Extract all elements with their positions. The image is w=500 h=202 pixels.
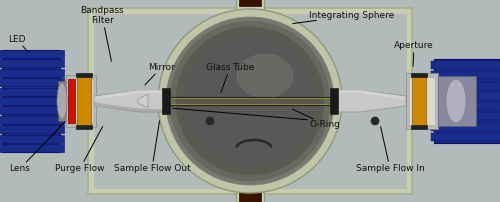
Text: Glass Tube: Glass Tube xyxy=(206,63,254,92)
Polygon shape xyxy=(95,103,166,112)
Bar xyxy=(2,50,60,152)
Bar xyxy=(330,88,338,114)
Text: Sample Flow In: Sample Flow In xyxy=(356,127,424,173)
Bar xyxy=(409,77,435,125)
Bar xyxy=(431,82,500,89)
Polygon shape xyxy=(334,90,405,99)
Text: Integrating Sphere: Integrating Sphere xyxy=(293,11,394,24)
Bar xyxy=(0,135,64,143)
Bar xyxy=(431,102,500,110)
Ellipse shape xyxy=(184,36,316,166)
Polygon shape xyxy=(334,90,406,112)
Bar xyxy=(0,97,64,105)
Bar xyxy=(431,113,500,120)
Bar xyxy=(239,0,261,6)
Bar xyxy=(431,61,500,69)
Bar xyxy=(236,192,264,202)
Ellipse shape xyxy=(446,79,466,123)
Ellipse shape xyxy=(166,17,334,185)
Bar xyxy=(0,78,64,86)
Text: O-Ring: O-Ring xyxy=(292,109,341,129)
Ellipse shape xyxy=(206,117,214,125)
Ellipse shape xyxy=(170,21,330,181)
Bar xyxy=(411,125,427,129)
Bar xyxy=(0,88,64,96)
Bar xyxy=(76,73,92,77)
Ellipse shape xyxy=(57,83,67,119)
Bar xyxy=(0,144,64,152)
Text: Lens: Lens xyxy=(10,122,65,173)
Bar xyxy=(0,106,64,114)
Bar xyxy=(94,14,406,188)
Bar xyxy=(411,73,427,77)
Bar xyxy=(58,81,66,121)
Bar xyxy=(0,69,64,77)
Bar xyxy=(431,133,500,141)
Ellipse shape xyxy=(176,27,324,175)
Bar xyxy=(77,75,91,127)
Polygon shape xyxy=(95,90,166,99)
Bar xyxy=(406,73,438,129)
Bar xyxy=(0,59,64,67)
Text: Sample Flow Out: Sample Flow Out xyxy=(114,121,190,173)
Text: LED: LED xyxy=(8,35,28,52)
Bar xyxy=(239,192,261,202)
Bar xyxy=(412,75,426,127)
Bar xyxy=(0,116,64,124)
Text: Bandpass
Filter: Bandpass Filter xyxy=(80,6,124,61)
Bar xyxy=(76,125,92,129)
Text: Purge Flow: Purge Flow xyxy=(55,126,105,173)
Ellipse shape xyxy=(237,54,293,98)
Bar xyxy=(434,59,500,143)
Bar xyxy=(162,88,170,114)
Ellipse shape xyxy=(371,117,379,125)
Bar xyxy=(0,50,64,58)
Bar xyxy=(0,125,64,133)
Bar xyxy=(431,123,500,131)
Bar xyxy=(431,71,500,79)
Bar xyxy=(88,8,412,194)
Bar xyxy=(66,75,96,127)
Text: Mirror: Mirror xyxy=(145,63,175,85)
Bar xyxy=(236,0,264,10)
Bar xyxy=(69,79,93,123)
Bar xyxy=(431,92,500,100)
Bar xyxy=(438,76,476,126)
Bar xyxy=(68,79,75,123)
Text: Aperture: Aperture xyxy=(394,41,434,66)
Polygon shape xyxy=(138,94,148,108)
Ellipse shape xyxy=(158,9,342,193)
Polygon shape xyxy=(94,90,166,112)
